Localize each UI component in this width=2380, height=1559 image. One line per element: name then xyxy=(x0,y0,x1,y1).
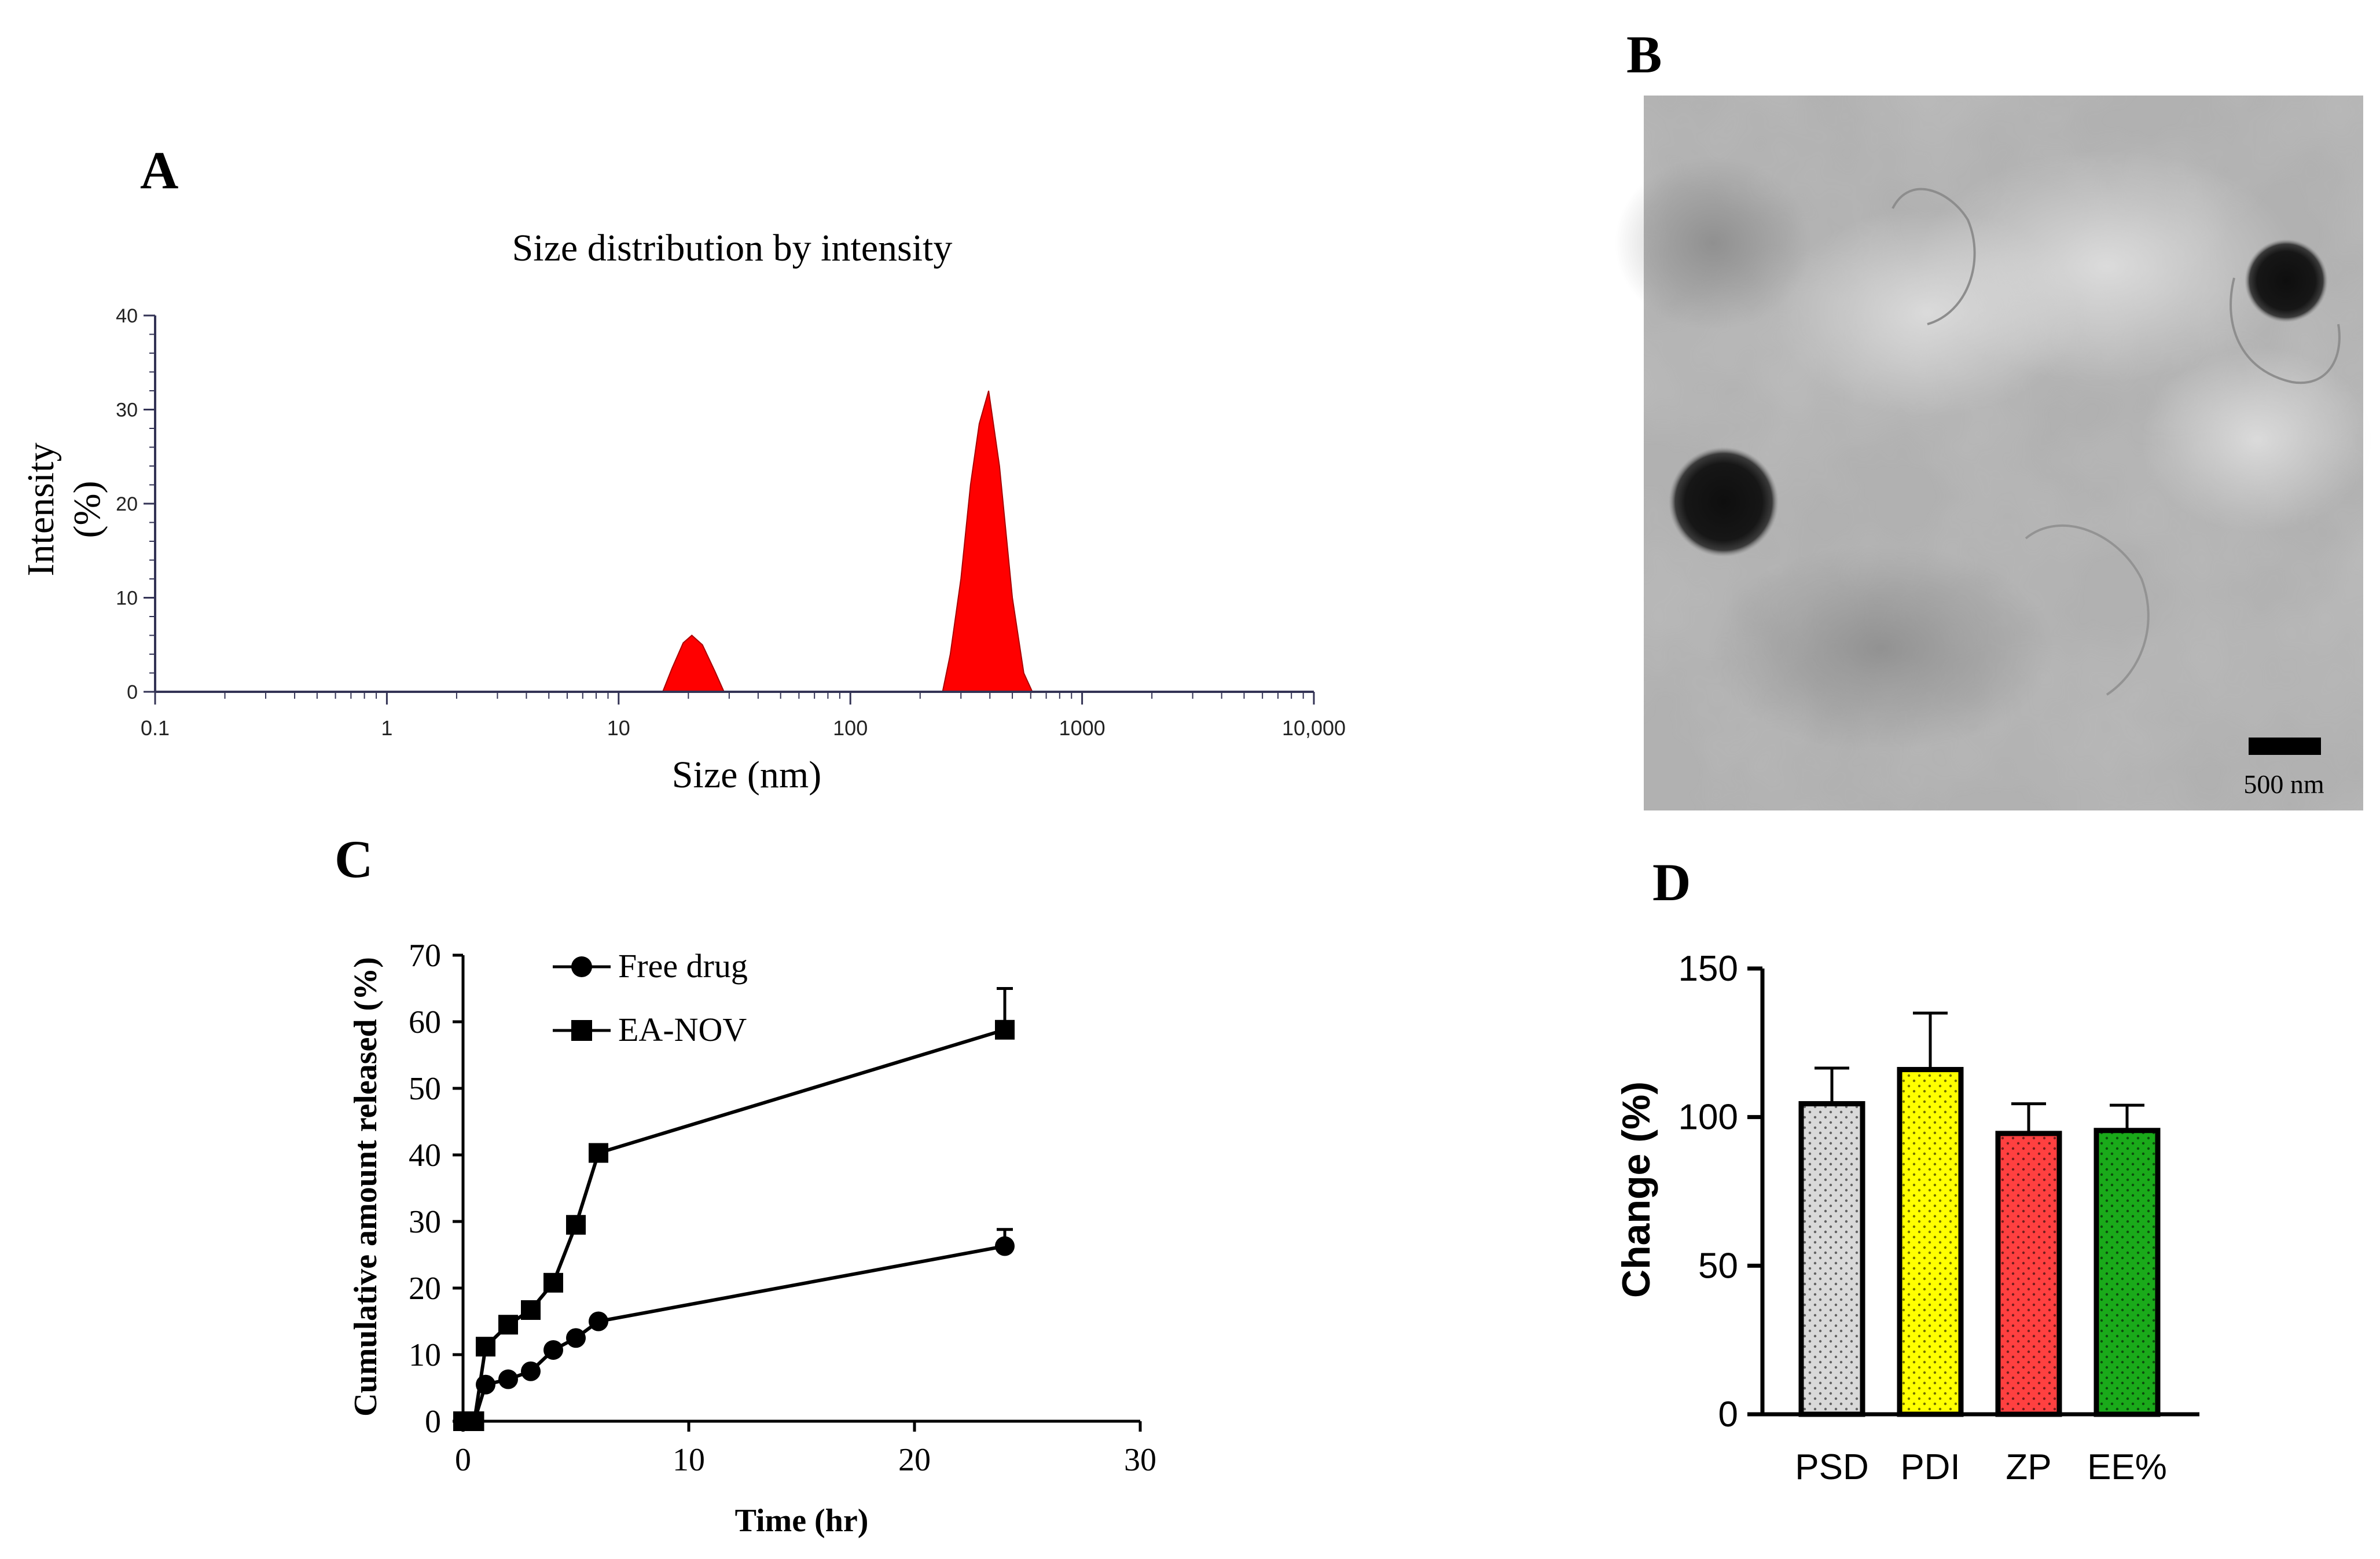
chart-a-x-ticks: 0.1 1 10 100 1000 10,000 xyxy=(141,692,1346,740)
y-tick-label: 150 xyxy=(1679,949,1738,989)
data-point-ea-nov xyxy=(566,1215,586,1235)
data-point-ea-nov xyxy=(589,1143,608,1163)
micrograph-membrane-trace xyxy=(1891,188,1976,325)
micrograph-dark-region xyxy=(1707,544,2055,753)
legend-marker-free-drug xyxy=(571,956,592,977)
data-point-ea-nov xyxy=(521,1300,541,1320)
micrograph-light-region xyxy=(1777,208,2078,417)
chart-d-y-axis-label: Change (%) xyxy=(1614,1081,1658,1298)
chart-a-y-axis-label-line2: (%) xyxy=(66,481,108,538)
micrograph-light-region xyxy=(2142,347,2373,533)
micrograph-dark-region xyxy=(1615,156,1812,330)
data-point-ea-nov xyxy=(995,1019,1015,1040)
bar-pattern-ee xyxy=(2096,1130,2158,1414)
y-tick-label: 50 xyxy=(409,1071,441,1107)
y-tick-label: 0 xyxy=(1718,1395,1738,1435)
y-tick-label: 70 xyxy=(409,938,441,974)
chart-c-x-axis-label: Time (hr) xyxy=(735,1503,869,1539)
data-point-ea-nov xyxy=(498,1315,518,1335)
chart-d-bars xyxy=(1798,1011,2161,1417)
x-tick-label: 10 xyxy=(673,1442,705,1478)
legend-marker-ea-nov xyxy=(571,1020,592,1041)
x-category-label: EE% xyxy=(2087,1447,2167,1487)
x-category-label: PSD xyxy=(1795,1447,1868,1487)
y-tick-label: 20 xyxy=(116,493,138,515)
panel-label-d: D xyxy=(1652,853,1691,912)
y-tick-label: 100 xyxy=(1679,1098,1738,1138)
micrograph-membrane-trace xyxy=(2025,524,2150,696)
panel-label-c: C xyxy=(335,830,373,889)
bar-pattern-psd xyxy=(1801,1103,1863,1414)
data-point-ea-nov xyxy=(476,1337,495,1357)
legend-label-free-drug: Free drug xyxy=(618,947,748,985)
panel-d-bar-chart: 0 50 100 150 PSD PDI ZP EE% Change (%) xyxy=(1614,949,2199,1487)
y-tick-label: 40 xyxy=(409,1138,441,1173)
legend-label-ea-nov: EA-NOV xyxy=(618,1011,747,1048)
y-tick-label: 10 xyxy=(409,1337,441,1373)
y-tick-label: 40 xyxy=(116,305,138,327)
data-point-free-drug xyxy=(589,1311,608,1331)
series-line-ea-nov xyxy=(463,1028,1005,1423)
y-tick-label: 10 xyxy=(116,588,138,610)
micrograph-membrane-trace xyxy=(2230,277,2341,384)
chart-a-title: Size distribution by intensity xyxy=(512,227,953,269)
chart-c-series xyxy=(453,987,1015,1431)
y-tick-label: 30 xyxy=(116,399,138,421)
panel-b-tem-micrograph: 500 nm xyxy=(1615,96,2373,810)
data-point-free-drug xyxy=(498,1369,518,1389)
x-tick-label: 10,000 xyxy=(1282,716,1346,740)
nanoparticle xyxy=(1669,447,1779,557)
y-tick-label: 0 xyxy=(425,1404,441,1440)
x-tick-label: 100 xyxy=(833,716,868,740)
y-tick-label: 50 xyxy=(1698,1246,1738,1286)
y-tick-label: 30 xyxy=(409,1204,441,1240)
data-point-free-drug xyxy=(566,1328,586,1348)
x-tick-label: 0.1 xyxy=(141,716,170,740)
chart-a-y-ticks: 0 10 20 30 40 xyxy=(116,305,155,703)
x-tick-label: 1 xyxy=(381,716,392,740)
panel-a-size-distribution-chart: Size distribution by intensity 0.1 1 10 100… xyxy=(20,227,1346,796)
nanoparticle xyxy=(2245,239,2328,322)
data-point-free-drug xyxy=(521,1361,541,1381)
x-tick-label: 20 xyxy=(898,1442,931,1478)
panel-label-a: A xyxy=(140,141,178,200)
bar-pattern-pdi xyxy=(1900,1069,1961,1414)
data-point-free-drug xyxy=(995,1236,1015,1256)
chart-d-y-ticks: 0 50 100 150 xyxy=(1679,949,1762,1435)
chart-c-x-ticks: 0 10 20 30 xyxy=(455,1421,1156,1478)
size-peak-1 xyxy=(662,634,725,692)
y-tick-label: 60 xyxy=(409,1004,441,1040)
series-line-free-drug xyxy=(463,1244,1005,1423)
x-category-label: ZP xyxy=(2006,1447,2051,1487)
chart-c-y-ticks: 0 10 20 30 40 50 60 70 xyxy=(409,938,463,1440)
panel-c-release-chart: 0 10 20 30 0 10 20 30 40 50 60 70 Time (hr) Cumula… xyxy=(348,938,1156,1539)
x-tick-label: 1000 xyxy=(1059,716,1105,740)
chart-c-y-axis-label: Cumulative amount released (%) xyxy=(348,957,384,1417)
chart-d-x-labels: PSD PDI ZP EE% xyxy=(1795,1447,2167,1487)
chart-a-peaks xyxy=(662,390,1034,692)
size-peak-2 xyxy=(942,390,1034,692)
data-point-free-drug xyxy=(543,1340,563,1360)
data-point-ea-nov xyxy=(543,1272,563,1293)
chart-a-y-axis-label-line1: Intensity xyxy=(20,443,62,577)
y-tick-label: 20 xyxy=(409,1271,441,1307)
chart-c-legend: Free drug EA-NOV xyxy=(553,947,748,1048)
chart-a-x-axis-label: Size (nm) xyxy=(672,754,821,796)
x-tick-label: 10 xyxy=(607,716,630,740)
x-tick-label: 30 xyxy=(1124,1442,1156,1478)
scale-bar xyxy=(2249,738,2321,755)
x-tick-label: 0 xyxy=(455,1442,471,1478)
y-tick-label: 0 xyxy=(127,681,138,703)
panel-label-b: B xyxy=(1626,25,1662,84)
x-category-label: PDI xyxy=(1900,1447,1960,1487)
bar-pattern-zp xyxy=(1998,1133,2059,1414)
scale-bar-label: 500 nm xyxy=(2243,769,2324,799)
